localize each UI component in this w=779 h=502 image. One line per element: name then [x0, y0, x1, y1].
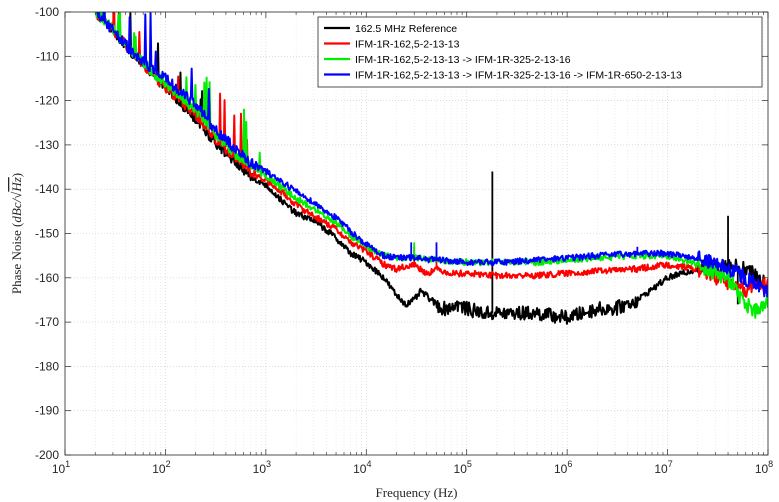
- legend: 162.5 MHz Reference IFM-1R-162,5-2-13-13 I…: [317, 16, 763, 88]
- legend-label: IFM-1R-162,5-2-13-13: [355, 39, 460, 51]
- grid-minor: [94, 12, 764, 455]
- y-tick-labels: -100 -110 -120 -130 -140 -150 -160 -170 -180 -190…: [35, 5, 59, 462]
- y-tick-label: -180: [35, 359, 59, 373]
- y-tick-label: -200: [35, 448, 59, 462]
- x-tick-base: 10: [152, 462, 166, 476]
- y-tick-label: -190: [35, 404, 59, 418]
- x-tick-label: 103: [253, 459, 271, 476]
- legend-box: [317, 16, 763, 88]
- x-tick-label: 107: [654, 459, 672, 476]
- y-tick-label: -130: [35, 138, 59, 152]
- x-tick-exponent: 2: [166, 459, 171, 469]
- y-tick-label: -160: [35, 271, 59, 285]
- y-tick-label: -150: [35, 227, 59, 241]
- series-layer: [94, 12, 768, 325]
- x-tick-base: 10: [253, 462, 267, 476]
- y-axis-title-suffix: ): [9, 173, 24, 177]
- legend-label: IFM-1R-162,5-2-13-13 -> IFM-1R-325-2-13-…: [355, 70, 682, 82]
- x-axis-title: Frequency (Hz): [376, 485, 458, 500]
- x-tick-base: 10: [654, 462, 668, 476]
- y-tick-label: -140: [35, 182, 59, 196]
- x-tick-exponent: 6: [567, 459, 572, 469]
- y-axis-title-hz: Hz: [9, 177, 24, 192]
- x-tick-exponent: 8: [768, 459, 773, 469]
- x-tick-exponent: 4: [366, 459, 371, 469]
- x-tick-label: 102: [152, 459, 170, 476]
- x-tick-exponent: 5: [467, 459, 472, 469]
- x-tick-label: 108: [755, 459, 773, 476]
- x-tick-base: 10: [52, 462, 66, 476]
- x-tick-label: 106: [554, 459, 572, 476]
- y-tick-label: -120: [35, 94, 59, 108]
- x-tick-base: 10: [755, 462, 769, 476]
- x-tick-label: 105: [454, 459, 472, 476]
- series-line-2: [95, 12, 768, 298]
- y-tick-label: -110: [36, 49, 59, 63]
- y-axis-title-sqrt: √: [9, 191, 24, 199]
- x-tick-exponent: 7: [668, 459, 673, 469]
- series-line-4: [96, 12, 768, 298]
- y-axis-title: Phase Noise (dBc/√Hz): [9, 173, 24, 294]
- x-tick-base: 10: [353, 462, 367, 476]
- y-tick-label: -170: [35, 315, 59, 329]
- x-tick-label: 104: [353, 459, 371, 476]
- x-tick-base: 10: [454, 462, 468, 476]
- legend-label: IFM-1R-162,5-2-13-13 -> IFM-1R-325-2-13-…: [355, 54, 571, 66]
- y-axis-title-prefix: Phase Noise (: [9, 223, 24, 295]
- y-axis-title-unit: dBc/: [9, 197, 24, 222]
- legend-label: 162.5 MHz Reference: [355, 23, 457, 35]
- x-tick-label: 101: [52, 459, 70, 476]
- x-tick-exponent: 3: [266, 459, 271, 469]
- x-tick-labels: 101 102 103 104 105 106 107 108: [52, 459, 773, 476]
- y-tick-label: -100: [35, 5, 59, 19]
- x-tick-exponent: 1: [65, 459, 70, 469]
- x-tick-base: 10: [554, 462, 568, 476]
